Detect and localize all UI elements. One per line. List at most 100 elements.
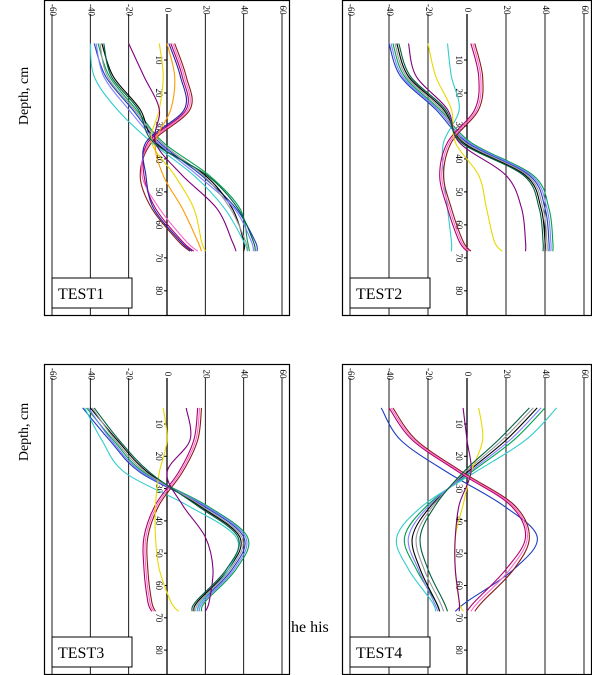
- y-tick-label: 70: [154, 253, 164, 263]
- series-line: [394, 43, 548, 252]
- series-line: [140, 43, 199, 252]
- x-tick-label: -40: [86, 4, 96, 16]
- series-line: [439, 43, 480, 252]
- y-tick-label: 20: [454, 452, 464, 462]
- series-line: [380, 407, 538, 612]
- series-line: [398, 43, 544, 252]
- x-tick-label: 40: [541, 370, 551, 380]
- series-line: [95, 43, 254, 252]
- x-tick-label: -20: [424, 4, 434, 16]
- series-line: [93, 407, 240, 612]
- series-line: [441, 43, 482, 252]
- x-tick-label: 0: [163, 372, 173, 377]
- y-tick-label: 30: [154, 484, 164, 494]
- series-line: [415, 407, 534, 612]
- y-tick-label: 40: [154, 516, 164, 526]
- y-tick-label: 10: [454, 56, 464, 66]
- series-line: [166, 407, 214, 612]
- chart-svg: -60 -40 -20 0 20 40 60 10 20 30 40 50 60 70 80 TEST2: [341, 0, 592, 317]
- series-line: [388, 43, 550, 252]
- y-axis-label-top: Depth, cm: [17, 66, 32, 126]
- test-label-box: [51, 277, 133, 309]
- y-tick-label: 20: [154, 88, 164, 98]
- series-line: [150, 43, 206, 252]
- chart-panel-test1: -60 -40 -20 0 20 40 60 10 20 30 40 50 60 70 80 TEST1: [43, 0, 291, 317]
- y-tick-label: 60: [154, 581, 164, 591]
- y-tick-label: 50: [154, 187, 164, 197]
- y-axis-label-bottom: Depth, cm: [17, 402, 32, 462]
- x-tick-label: -40: [385, 4, 395, 16]
- test-label: TEST2: [356, 286, 402, 303]
- series-line: [154, 407, 179, 612]
- chart-panel-test3: -60 -40 -20 0 20 40 60 10 20 30 40 50 60 70 80 TEST3: [43, 363, 291, 675]
- series-line: [443, 43, 484, 252]
- x-tick-label: 0: [463, 8, 473, 13]
- y-tick-label: 80: [454, 646, 464, 656]
- test-label: TEST1: [58, 286, 104, 303]
- test-label: TEST3: [58, 645, 104, 662]
- y-tick-label: 50: [454, 549, 464, 559]
- series-line: [395, 407, 558, 612]
- series-line: [407, 43, 527, 252]
- series-line: [91, 407, 244, 612]
- x-tick-label: 20: [502, 370, 512, 380]
- test-label: TEST4: [356, 645, 402, 662]
- series-line: [388, 407, 527, 612]
- series-line: [392, 407, 530, 612]
- x-tick-label: 0: [163, 8, 173, 13]
- y-tick-label: 30: [154, 121, 164, 131]
- x-tick-label: 60: [278, 370, 288, 380]
- series-line: [97, 43, 250, 252]
- series-line: [142, 407, 199, 612]
- series-line: [407, 407, 542, 612]
- stray-text: he his: [291, 619, 329, 636]
- panel-frame: [43, 0, 291, 317]
- chart-panel-test2: -60 -40 -20 0 20 40 60 10 20 30 40 50 60 70 80 TEST2: [341, 0, 592, 317]
- series-line: [99, 43, 249, 252]
- y-tick-label: 20: [154, 452, 164, 462]
- series-line: [89, 43, 249, 252]
- y-tick-label: 40: [454, 154, 464, 164]
- y-tick-label: 80: [454, 286, 464, 296]
- x-tick-label: -60: [48, 368, 58, 380]
- series-line: [146, 407, 203, 612]
- x-tick-label: 60: [580, 370, 590, 380]
- test-label-box: [51, 636, 133, 668]
- y-tick-label: 30: [454, 484, 464, 494]
- series-line: [128, 43, 237, 252]
- x-tick-label: 60: [278, 6, 288, 16]
- x-tick-label: 60: [580, 6, 590, 16]
- x-tick-label: 20: [502, 6, 512, 16]
- y-tick-label: 50: [454, 187, 464, 197]
- y-tick-label: 10: [154, 420, 164, 430]
- x-tick-label: 20: [201, 6, 211, 16]
- y-tick-label: 70: [154, 613, 164, 623]
- x-tick-label: -60: [346, 368, 356, 380]
- y-tick-label: 50: [154, 549, 164, 559]
- chart-svg: -60 -40 -20 0 20 40 60 10 20 30 40 50 60 70 80 TEST3: [43, 363, 291, 675]
- series-line: [419, 407, 530, 612]
- x-tick-label: -40: [385, 368, 395, 380]
- series-line: [390, 43, 552, 252]
- test-label-box: [349, 277, 431, 309]
- chart-svg: -60 -40 -20 0 20 40 60 10 20 30 40 50 60 70 80 TEST1: [43, 0, 291, 317]
- y-tick-label: 20: [454, 88, 464, 98]
- y-tick-label: 70: [454, 613, 464, 623]
- x-tick-label: 40: [541, 6, 551, 16]
- y-tick-label: 80: [154, 286, 164, 296]
- x-tick-label: 40: [240, 6, 250, 16]
- series-line: [392, 43, 554, 252]
- series-line: [86, 407, 250, 612]
- series-line: [93, 43, 258, 252]
- y-tick-label: 10: [154, 56, 164, 66]
- series-line: [427, 43, 503, 252]
- y-tick-label: 30: [454, 121, 464, 131]
- y-tick-label: 60: [454, 581, 464, 591]
- series-line: [142, 43, 193, 252]
- series-line: [390, 407, 528, 612]
- series-line: [154, 43, 203, 252]
- series-line: [411, 407, 538, 612]
- x-tick-label: -60: [346, 4, 356, 16]
- test-label-box: [349, 636, 431, 668]
